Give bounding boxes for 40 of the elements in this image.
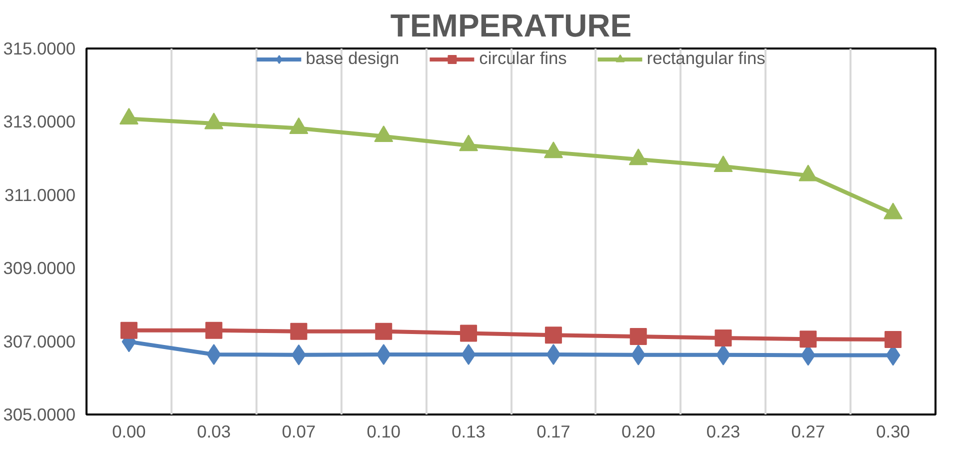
x-tick-label: 0.17 <box>536 422 570 442</box>
x-tick-label: 0.30 <box>876 422 910 442</box>
legend-label: base design <box>306 48 400 69</box>
point <box>204 112 224 130</box>
point <box>544 142 563 158</box>
point <box>714 330 732 347</box>
x-tick-label: 0.23 <box>706 422 740 442</box>
y-tick-label: 307.0000 <box>3 331 76 352</box>
y-tick-label: 309.0000 <box>3 258 76 278</box>
y-tick-label: 315.0000 <box>3 38 76 58</box>
point <box>630 328 647 346</box>
x-tick-label: 0.20 <box>621 422 656 442</box>
legend-label: circular fins <box>479 48 567 69</box>
y-tick-label: 305.0000 <box>3 404 76 424</box>
point <box>375 322 392 340</box>
point <box>884 202 903 220</box>
x-tick-label: 0.13 <box>452 422 486 442</box>
x-tick-label: 0.27 <box>791 422 826 442</box>
legend-label: rectangular fins <box>646 48 766 69</box>
point <box>544 326 562 344</box>
point <box>289 117 308 134</box>
point <box>798 164 818 182</box>
point <box>290 322 308 340</box>
x-tick-label: 0.00 <box>112 422 146 442</box>
point <box>374 125 394 142</box>
y-tick-label: 311.0000 <box>4 184 76 205</box>
point <box>884 330 902 348</box>
y-tick-label: 313.0000 <box>3 112 76 132</box>
point <box>628 148 648 166</box>
point <box>459 134 478 152</box>
chart-title: TEMPERATURE <box>390 8 632 44</box>
point <box>120 322 138 339</box>
x-tick-label: 0.10 <box>366 422 401 442</box>
point <box>714 155 733 172</box>
x-tick-label: 0.03 <box>196 422 231 442</box>
point <box>460 324 478 342</box>
point <box>800 330 817 348</box>
point <box>205 322 222 339</box>
point <box>119 108 138 124</box>
x-tick-label: 0.07 <box>282 422 316 442</box>
